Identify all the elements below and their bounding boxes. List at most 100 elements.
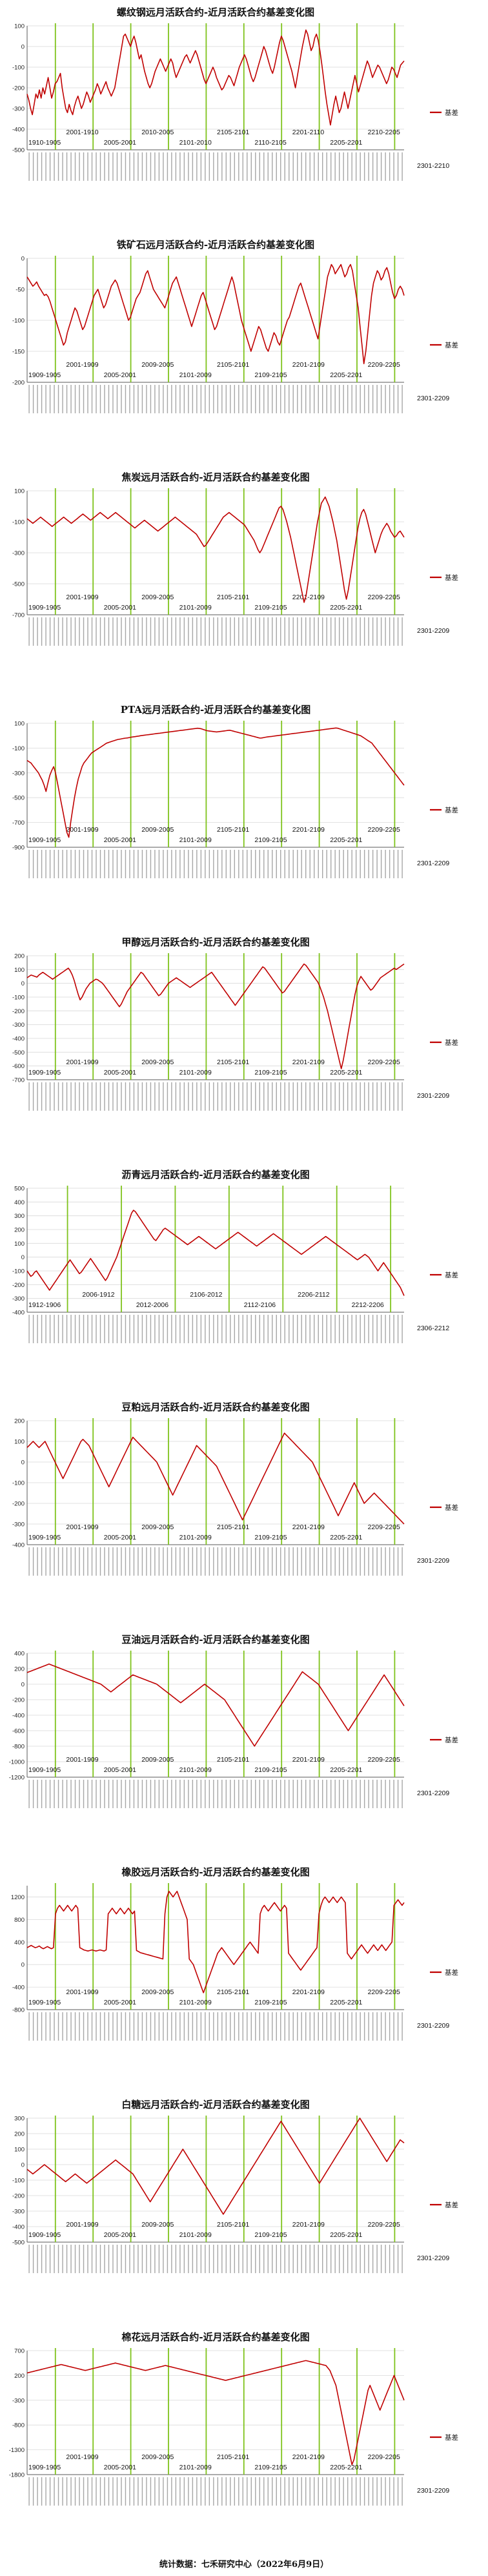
contract-label: 2001-1909 — [66, 2221, 98, 2229]
y-tick-label: -500 — [12, 147, 25, 154]
last-contract-label: 2301-2209 — [417, 1557, 449, 1565]
contract-label: 1909-1905 — [28, 1766, 61, 1774]
chart-svg: PTA远月活跃合约-近月活跃合约基差变化图 100 -100 -300 -500 -700… — [12, 704, 458, 878]
x-tick-mark — [263, 1780, 265, 1808]
y-tick-label: -50 — [15, 287, 25, 294]
x-tick-mark — [338, 1547, 340, 1576]
last-contract-label: 2301-2209 — [417, 1789, 449, 1797]
y-tick-label: -300 — [12, 2209, 25, 2216]
x-tick-mark — [347, 2477, 349, 2506]
contract-label: 2001-1909 — [66, 361, 98, 369]
x-tick-mark — [338, 617, 340, 646]
x-tick-mark — [376, 2477, 378, 2506]
basis-series-line — [26, 2360, 405, 2466]
x-tick-mark — [150, 152, 152, 181]
contract-label: 2212-2206 — [352, 1301, 384, 1309]
x-tick-mark — [368, 1082, 369, 1111]
x-tick-mark — [376, 850, 378, 878]
x-tick-mark — [305, 1780, 307, 1808]
x-tick-mark — [167, 385, 168, 413]
x-tick-mark — [221, 1780, 223, 1808]
y-tick-label: -400 — [12, 1713, 25, 1720]
y-tick-label: -400 — [12, 1984, 25, 1992]
chart-title: PTA远月活跃合约-近月活跃合约基差变化图 — [121, 704, 311, 716]
x-tick-mark — [87, 1547, 88, 1576]
x-tick-mark — [338, 385, 340, 413]
x-tick-mark — [334, 617, 336, 646]
x-tick-mark — [83, 2245, 85, 2273]
x-tick-mark — [104, 2012, 105, 2041]
x-tick-mark — [141, 2477, 143, 2506]
contract-label: 1909-1905 — [28, 1534, 61, 1541]
x-tick-mark — [179, 1780, 181, 1808]
x-tick-mark — [104, 850, 105, 878]
x-tick-mark — [137, 617, 139, 646]
x-tick-mark — [280, 2245, 281, 2273]
x-tick-mark — [87, 2012, 88, 2041]
x-tick-mark — [334, 1547, 336, 1576]
x-tick-mark — [263, 2245, 265, 2273]
x-tick-mark — [322, 617, 323, 646]
x-tick-mark — [351, 2477, 352, 2506]
chart-panel: 橡胶远月活跃合约-近月活跃合约基差变化图 1200 800 400 0 -400 -800 1… — [4, 1862, 483, 2085]
x-tick-mark — [351, 1082, 352, 1111]
x-tick-mark — [225, 2245, 227, 2273]
y-tick-label: -200 — [12, 1501, 25, 1508]
x-tick-mark — [376, 1547, 378, 1576]
x-tick-mark — [301, 1082, 302, 1111]
contract-label: 2205-2201 — [330, 1069, 362, 1077]
y-tick-label: 200 — [14, 2373, 25, 2380]
x-tick-mark — [292, 2012, 294, 2041]
y-tick-label: 400 — [14, 1939, 25, 1946]
chart-svg: 沥青远月活跃合约-近月活跃合约基差变化图 500 400 300 200 100 0 -100… — [12, 1169, 458, 1343]
x-tick-mark — [28, 152, 30, 181]
x-tick-mark — [221, 385, 223, 413]
x-tick-mark — [208, 385, 210, 413]
x-tick-mark — [41, 1082, 43, 1111]
x-tick-mark — [32, 1315, 34, 1343]
y-tick-label: -200 — [12, 85, 25, 92]
x-tick-mark — [41, 1547, 43, 1576]
contract-label: 1909-1905 — [28, 604, 61, 612]
x-tick-row — [28, 152, 403, 181]
x-tick-mark — [70, 152, 72, 181]
x-tick-mark — [74, 1082, 76, 1111]
x-tick-mark — [141, 1780, 143, 1808]
x-tick-mark — [318, 152, 319, 181]
x-tick-mark — [83, 1315, 85, 1343]
x-tick-mark — [112, 1315, 114, 1343]
x-tick-mark — [213, 850, 214, 878]
x-tick-mark — [259, 1780, 260, 1808]
x-tick-mark — [129, 617, 130, 646]
y-tick-label: -800 — [12, 1744, 25, 1751]
x-tick-mark — [322, 1082, 323, 1111]
x-tick-mark — [351, 1315, 352, 1343]
y-tick-label: -150 — [12, 349, 25, 356]
x-tick-mark — [66, 152, 68, 181]
x-tick-mark — [104, 1780, 105, 1808]
contract-label: 2009-2005 — [141, 1058, 174, 1066]
x-tick-mark — [376, 152, 378, 181]
x-tick-mark — [137, 850, 139, 878]
contract-label: 2105-2101 — [217, 593, 249, 601]
chart-panel: 棉花远月活跃合约-近月活跃合约基差变化图 700 200 -300 -800 -1300 -… — [4, 2327, 483, 2550]
x-tick-mark — [167, 2012, 168, 2041]
x-tick-mark — [183, 2245, 185, 2273]
contract-label: 2105-2101 — [217, 2453, 249, 2461]
x-tick-row — [28, 1082, 403, 1111]
x-tick-mark — [99, 152, 101, 181]
x-tick-mark — [62, 1780, 63, 1808]
y-tick-label: -700 — [12, 612, 25, 619]
x-tick-mark — [154, 1780, 156, 1808]
contract-label: 2105-2101 — [217, 1058, 249, 1066]
x-tick-mark — [167, 850, 168, 878]
x-tick-mark — [330, 1780, 332, 1808]
x-tick-mark — [372, 385, 374, 413]
y-tick-label: -400 — [12, 1542, 25, 1549]
x-tick-mark — [192, 2012, 194, 2041]
x-tick-mark — [87, 1082, 88, 1111]
chart-svg: 豆油远月活跃合约-近月活跃合约基差变化图 400 200 0 -200 -400 -600 -… — [9, 1634, 458, 1808]
chart-svg: 甲醇远月活跃合约-近月活跃合约基差变化图 200 100 0 -100 -200 -300 -… — [12, 936, 458, 1111]
basis-series-line — [26, 263, 405, 364]
